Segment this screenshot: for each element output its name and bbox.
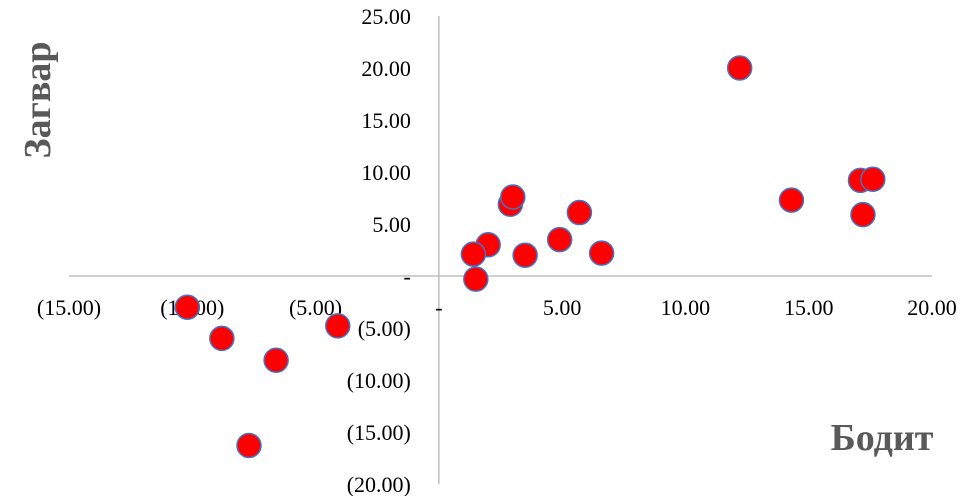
data-point	[850, 201, 876, 228]
data-point	[463, 266, 489, 292]
data-point	[726, 55, 753, 81]
x-axis-title: Бодит	[831, 417, 934, 459]
y-tick-label: 15.00	[361, 108, 411, 133]
y-tick-label: (10.00)	[347, 368, 411, 393]
y-axis-title: Загвар	[17, 42, 59, 159]
data-point	[236, 432, 262, 459]
y-tick-label: 25.00	[361, 4, 411, 29]
y-tick-label: (15.00)	[347, 420, 411, 445]
data-point	[778, 187, 805, 213]
data-point	[588, 240, 615, 266]
data-point	[860, 166, 886, 193]
y-tick-label: (20.00)	[347, 472, 411, 496]
data-point	[209, 325, 235, 352]
data-point	[500, 184, 526, 210]
data-point	[325, 313, 351, 339]
data-point	[460, 241, 487, 267]
data-point	[546, 226, 573, 253]
y-tick-label: 5.00	[372, 212, 411, 237]
data-points	[174, 55, 886, 459]
data-point	[263, 347, 289, 373]
x-tick-label: 20.00	[907, 295, 957, 320]
x-tick-label: 10.00	[661, 295, 711, 320]
axes	[69, 16, 932, 484]
x-tick-label: (15.00)	[37, 295, 101, 320]
y-tick-labels: 25.00 20.00 15.00 10.00 5.00 - (5.00) (10.00) (1…	[347, 4, 411, 496]
x-tick-label: -	[435, 295, 442, 320]
x-tick-label: 5.00	[543, 295, 582, 320]
data-point	[566, 199, 593, 226]
y-tick-label: (5.00)	[358, 316, 411, 341]
y-tick-label: 20.00	[361, 56, 411, 81]
y-tick-label: 10.00	[361, 160, 411, 185]
data-point	[174, 294, 201, 320]
y-tick-label: -	[404, 264, 411, 289]
x-tick-label: 15.00	[784, 295, 834, 320]
data-point	[512, 242, 538, 268]
